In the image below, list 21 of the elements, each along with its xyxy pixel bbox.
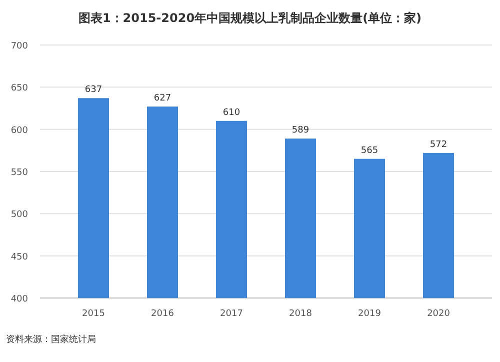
y-tick-label: 650 [10,84,28,94]
x-tick-label: 2016 [151,309,174,319]
x-tick-label: 2019 [358,309,382,319]
y-tick-label: 600 [10,126,28,136]
data-label: 637 [84,85,102,96]
text: 资料来源：国家统计局 [6,334,96,345]
data-label: 565 [360,146,378,156]
y-tick-label: 550 [10,168,28,178]
y-tick-label: 700 [10,42,28,52]
y-tick-label: 400 [10,294,28,304]
x-tick-label: 2020 [427,309,450,319]
chart-title: 图表1：2015-2020年中国规模以上乳制品企业数量(单位：家) [78,11,422,25]
x-tick-label: 2017 [220,309,243,319]
x-tick-label: 2018 [289,309,312,319]
data-label: 572 [430,140,448,150]
y-tick-label: 500 [10,210,28,220]
y-tick-label: 450 [10,252,28,262]
data-label: 610 [222,108,240,118]
data-label: 627 [154,94,172,104]
x-tick-label: 2015 [82,309,105,319]
data-label: 589 [292,126,310,136]
